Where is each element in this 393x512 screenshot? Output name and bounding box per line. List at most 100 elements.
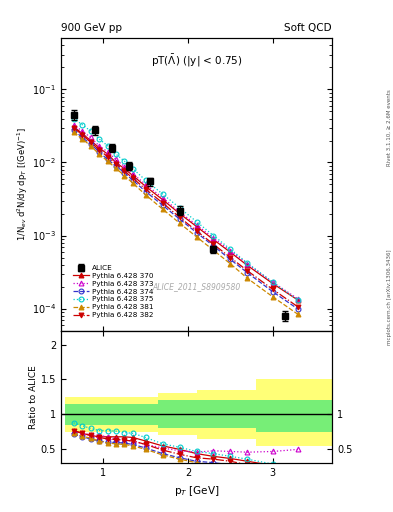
- Pythia 6.428 381: [114, 165, 118, 172]
- Pythia 6.428 370: [122, 166, 127, 172]
- Pythia 6.428 374: [143, 188, 148, 195]
- Pythia 6.428 375: [105, 142, 110, 148]
- Pythia 6.428 382: [114, 161, 118, 167]
- Pythia 6.428 370: [245, 262, 250, 268]
- Pythia 6.428 381: [228, 261, 233, 267]
- Y-axis label: 1/N$_{ev}$ d$^2$N/dy dp$_T$ [(GeV)$^{-1}$]: 1/N$_{ev}$ d$^2$N/dy dp$_T$ [(GeV)$^{-1}…: [16, 127, 31, 241]
- Pythia 6.428 381: [130, 180, 135, 186]
- Pythia 6.428 373: [143, 181, 148, 187]
- X-axis label: p$_T$ [GeV]: p$_T$ [GeV]: [174, 484, 219, 498]
- Pythia 6.428 373: [122, 163, 127, 169]
- Pythia 6.428 374: [177, 216, 182, 222]
- Line: Pythia 6.428 373: Pythia 6.428 373: [71, 122, 301, 302]
- Pythia 6.428 382: [160, 200, 165, 206]
- Pythia 6.428 374: [270, 289, 275, 295]
- Pythia 6.428 382: [71, 124, 76, 131]
- Pythia 6.428 375: [122, 158, 127, 164]
- Pythia 6.428 375: [80, 121, 84, 127]
- Pythia 6.428 375: [296, 297, 301, 303]
- Pythia 6.428 373: [105, 149, 110, 155]
- Pythia 6.428 373: [177, 209, 182, 215]
- Pythia 6.428 374: [228, 257, 233, 263]
- Pythia 6.428 373: [194, 222, 199, 228]
- Pythia 6.428 373: [270, 279, 275, 285]
- Pythia 6.428 381: [270, 294, 275, 300]
- Line: Pythia 6.428 374: Pythia 6.428 374: [71, 127, 301, 312]
- Text: pT($\bar{\Lambda}$) (|y| < 0.75): pT($\bar{\Lambda}$) (|y| < 0.75): [151, 53, 242, 69]
- Pythia 6.428 374: [105, 156, 110, 162]
- Pythia 6.428 375: [71, 115, 76, 121]
- Pythia 6.428 370: [114, 159, 118, 165]
- Pythia 6.428 381: [245, 275, 250, 281]
- Pythia 6.428 381: [105, 158, 110, 164]
- Pythia 6.428 382: [80, 132, 84, 138]
- Text: 900 GeV pp: 900 GeV pp: [61, 23, 122, 33]
- Line: Pythia 6.428 382: Pythia 6.428 382: [71, 125, 301, 309]
- Pythia 6.428 373: [245, 261, 250, 267]
- Pythia 6.428 375: [88, 128, 93, 134]
- Pythia 6.428 375: [228, 246, 233, 252]
- Pythia 6.428 381: [143, 192, 148, 198]
- Pythia 6.428 373: [114, 156, 118, 162]
- Pythia 6.428 382: [105, 154, 110, 160]
- Pythia 6.428 373: [80, 128, 84, 134]
- Pythia 6.428 381: [160, 206, 165, 212]
- Pythia 6.428 370: [296, 297, 301, 303]
- Text: ALICE_2011_S8909580: ALICE_2011_S8909580: [152, 282, 241, 291]
- Pythia 6.428 373: [71, 121, 76, 127]
- Y-axis label: Ratio to ALICE: Ratio to ALICE: [29, 365, 38, 429]
- Pythia 6.428 381: [296, 311, 301, 317]
- Pythia 6.428 382: [130, 175, 135, 181]
- Pythia 6.428 382: [194, 228, 199, 234]
- Pythia 6.428 382: [143, 186, 148, 193]
- Pythia 6.428 381: [88, 142, 93, 148]
- Pythia 6.428 381: [194, 234, 199, 240]
- Pythia 6.428 381: [211, 247, 216, 253]
- Pythia 6.428 374: [97, 149, 101, 155]
- Pythia 6.428 370: [194, 223, 199, 229]
- Pythia 6.428 370: [88, 137, 93, 143]
- Pythia 6.428 375: [177, 205, 182, 211]
- Pythia 6.428 382: [122, 168, 127, 174]
- Pythia 6.428 374: [71, 127, 76, 133]
- Pythia 6.428 374: [114, 163, 118, 169]
- Text: Rivet 3.1.10, ≥ 2.6M events: Rivet 3.1.10, ≥ 2.6M events: [387, 90, 392, 166]
- Line: Pythia 6.428 370: Pythia 6.428 370: [71, 124, 301, 303]
- Pythia 6.428 382: [88, 139, 93, 145]
- Pythia 6.428 375: [97, 136, 101, 142]
- Pythia 6.428 373: [88, 135, 93, 141]
- Pythia 6.428 374: [130, 177, 135, 183]
- Pythia 6.428 373: [296, 296, 301, 302]
- Pythia 6.428 370: [130, 173, 135, 179]
- Pythia 6.428 373: [211, 235, 216, 241]
- Pythia 6.428 370: [270, 281, 275, 287]
- Pythia 6.428 370: [228, 249, 233, 255]
- Pythia 6.428 382: [228, 254, 233, 261]
- Pythia 6.428 370: [105, 151, 110, 157]
- Pythia 6.428 370: [211, 237, 216, 243]
- Pythia 6.428 370: [143, 183, 148, 189]
- Legend: ALICE, Pythia 6.428 370, Pythia 6.428 373, Pythia 6.428 374, Pythia 6.428 375, P: ALICE, Pythia 6.428 370, Pythia 6.428 37…: [70, 262, 156, 321]
- Pythia 6.428 373: [228, 248, 233, 254]
- Pythia 6.428 381: [71, 129, 76, 135]
- Pythia 6.428 375: [211, 232, 216, 239]
- Pythia 6.428 381: [177, 220, 182, 226]
- Pythia 6.428 374: [296, 306, 301, 312]
- Pythia 6.428 382: [97, 146, 101, 153]
- Text: mcplots.cern.ch [arXiv:1306.3436]: mcplots.cern.ch [arXiv:1306.3436]: [387, 249, 392, 345]
- Pythia 6.428 382: [245, 268, 250, 274]
- Pythia 6.428 375: [245, 260, 250, 266]
- Pythia 6.428 374: [80, 135, 84, 141]
- Pythia 6.428 382: [296, 304, 301, 310]
- Pythia 6.428 374: [211, 243, 216, 249]
- Pythia 6.428 373: [130, 170, 135, 177]
- Pythia 6.428 370: [177, 210, 182, 217]
- Pythia 6.428 374: [160, 202, 165, 208]
- Pythia 6.428 370: [71, 123, 76, 130]
- Pythia 6.428 375: [143, 177, 148, 183]
- Pythia 6.428 382: [177, 214, 182, 220]
- Pythia 6.428 375: [114, 151, 118, 157]
- Pythia 6.428 370: [80, 131, 84, 137]
- Pythia 6.428 374: [88, 141, 93, 147]
- Pythia 6.428 373: [160, 195, 165, 201]
